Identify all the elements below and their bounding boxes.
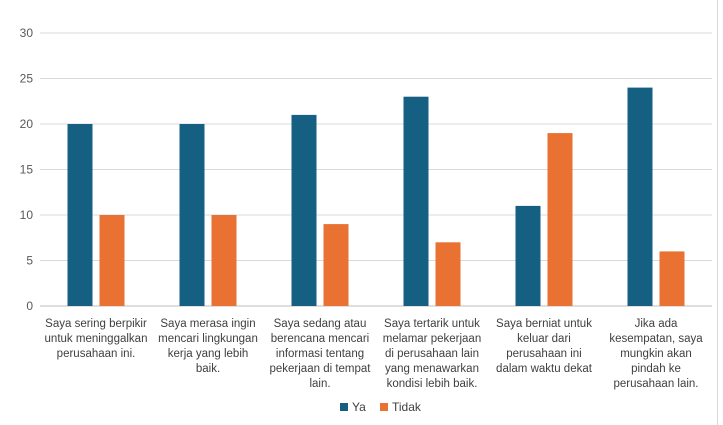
x-category-label: Saya merasa ingin mencari lingkungan kerja…	[158, 318, 258, 375]
bar-ya	[179, 124, 205, 306]
y-tick-label: 0	[26, 299, 33, 313]
bar-ya	[291, 114, 317, 307]
bar-tidak	[323, 224, 349, 306]
legend-swatch-tidak	[380, 403, 388, 411]
x-category-label: Saya sedang atau berencana mencari informa…	[269, 318, 371, 390]
legend-label-ya: Ya	[352, 400, 366, 414]
bar-ya	[403, 96, 429, 306]
bar-tidak	[659, 251, 685, 306]
x-category-label: Jika ada kesempatan, saya mungkin akan pind…	[609, 318, 703, 390]
bar-tidak	[435, 242, 461, 306]
x-category-label: Saya berniat untuk keluar dari perusahaan …	[496, 318, 593, 375]
bar-ya	[515, 205, 541, 306]
y-tick-label: 10	[20, 208, 34, 222]
bar-ya	[627, 87, 653, 306]
bar-tidak	[99, 215, 125, 306]
y-tick-label: 5	[26, 254, 33, 268]
bar-tidak	[211, 215, 237, 306]
y-tick-label: 25	[20, 72, 34, 86]
legend-label-tidak: Tidak	[392, 400, 422, 414]
x-category-label: Saya sering berpikir untuk meninggalkan pe…	[45, 318, 148, 360]
legend-swatch-ya	[340, 403, 348, 411]
y-tick-label: 30	[20, 26, 34, 40]
bar-tidak	[547, 133, 573, 306]
bar-ya	[67, 124, 93, 306]
x-category-label: Saya tertarik untuk melamar pekerjaan di p…	[383, 318, 481, 390]
y-tick-label: 20	[20, 117, 34, 131]
y-tick-label: 15	[20, 163, 34, 177]
